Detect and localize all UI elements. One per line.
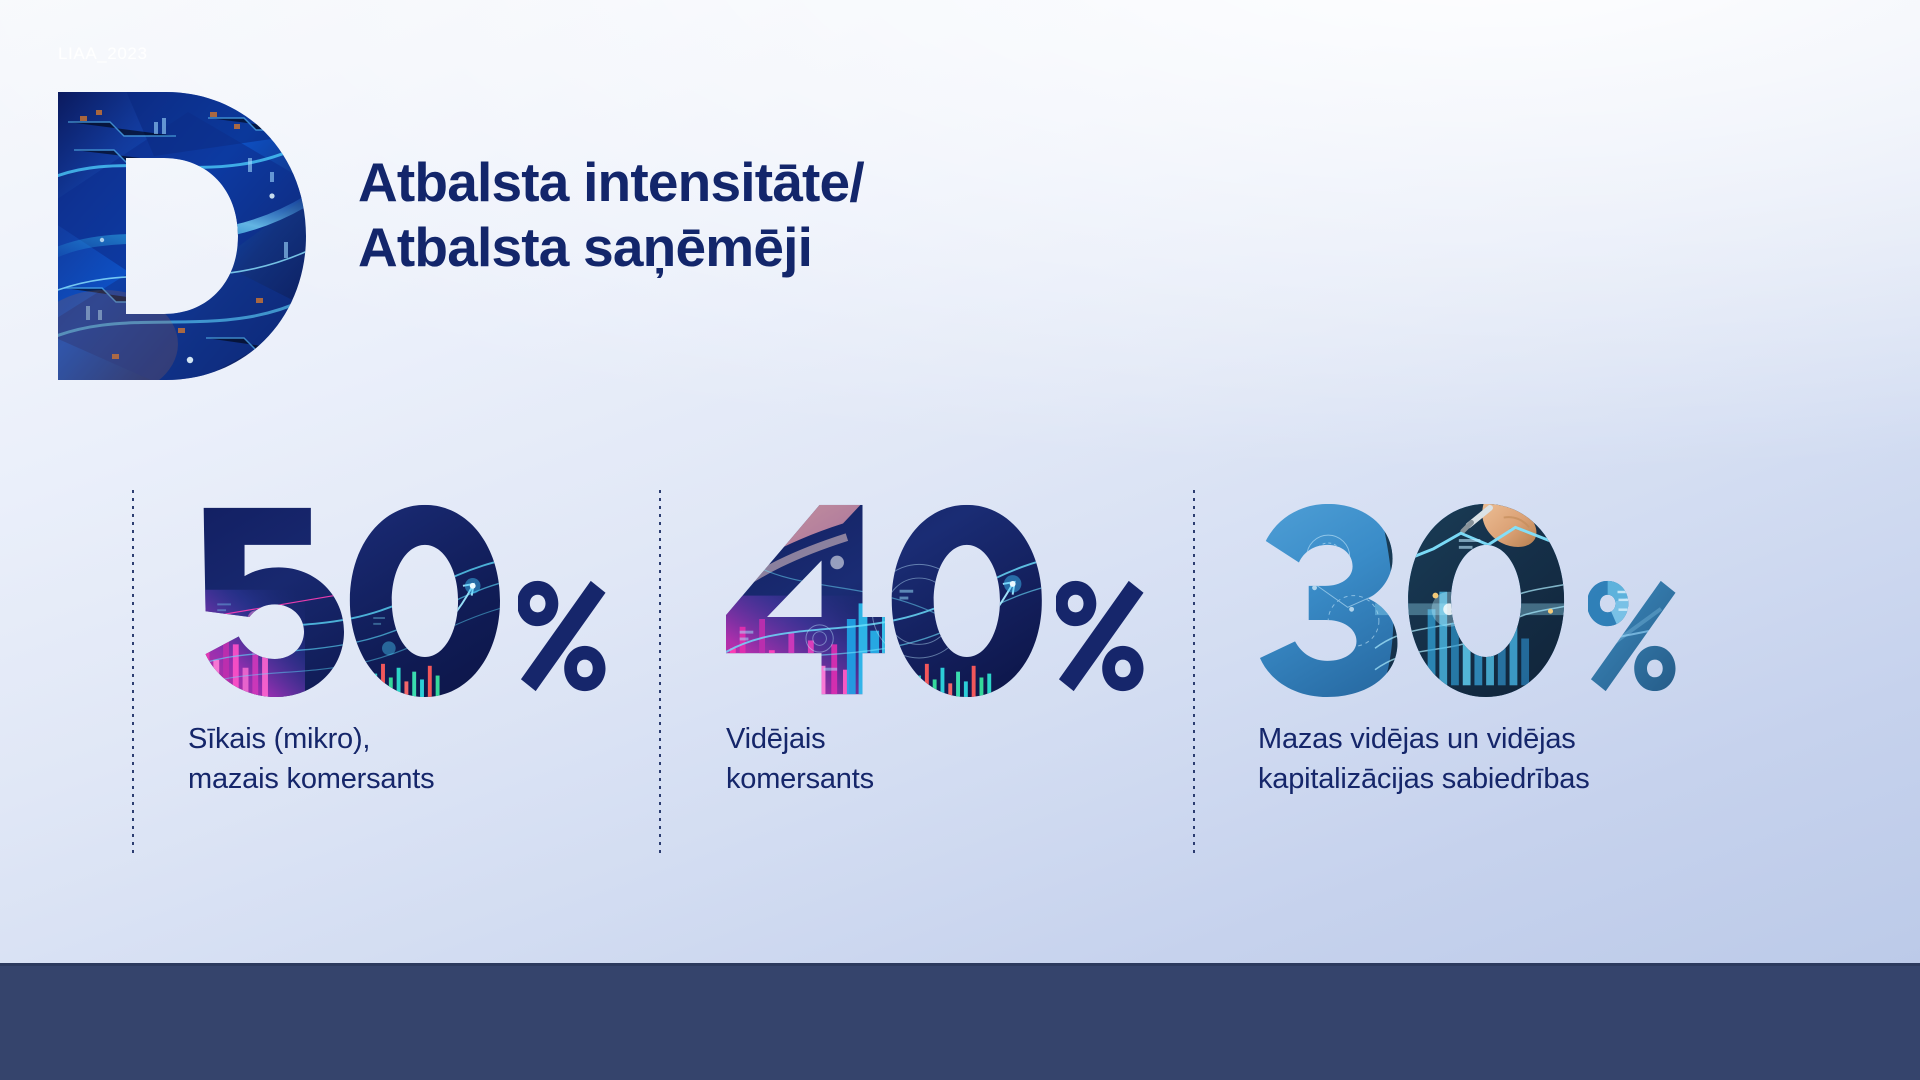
stat-caption-2: Vidējais komersants (726, 723, 874, 796)
stat-numeral-40-icon (726, 504, 1042, 697)
stat-block-3: Mazas vidējas un vidējas kapitalizācijas… (1258, 482, 1728, 799)
stat-divider-right (1193, 490, 1195, 854)
logo-letter-d-icon (58, 92, 306, 380)
stat-block-1: Sīkais (mikro), mazais komersants (188, 482, 628, 799)
percent-icon-2 (1055, 580, 1144, 692)
slide-kicker: LIAA_2023 (58, 44, 148, 63)
stat-figure-2 (726, 482, 1166, 697)
stat-caption-3: Mazas vidējas un vidējas kapitalizācijas… (1258, 723, 1590, 796)
stat-caption-1: Sīkais (mikro), mazais komersants (188, 723, 435, 796)
stat-figure-1 (188, 482, 628, 697)
stat-divider-middle (659, 490, 661, 854)
stat-numeral-30-icon (1259, 503, 1565, 697)
percent-icon-3 (1587, 580, 1676, 692)
footer-bar (0, 963, 1920, 1080)
stat-figure-3 (1258, 482, 1728, 697)
stat-block-2: Vidējais komersants (726, 482, 1166, 799)
stats-row: Sīkais (mikro), mazais komersants (0, 482, 1920, 870)
page-title: Atbalsta intensitāte/ Atbalsta saņēmēji (358, 150, 865, 281)
page-title-line-1: Atbalsta intensitāte/ (358, 151, 865, 213)
stat-numeral-50-icon (203, 504, 500, 697)
percent-icon-1 (517, 580, 606, 692)
stat-divider-left (132, 490, 134, 854)
page-title-line-2: Atbalsta saņēmēji (358, 216, 813, 279)
